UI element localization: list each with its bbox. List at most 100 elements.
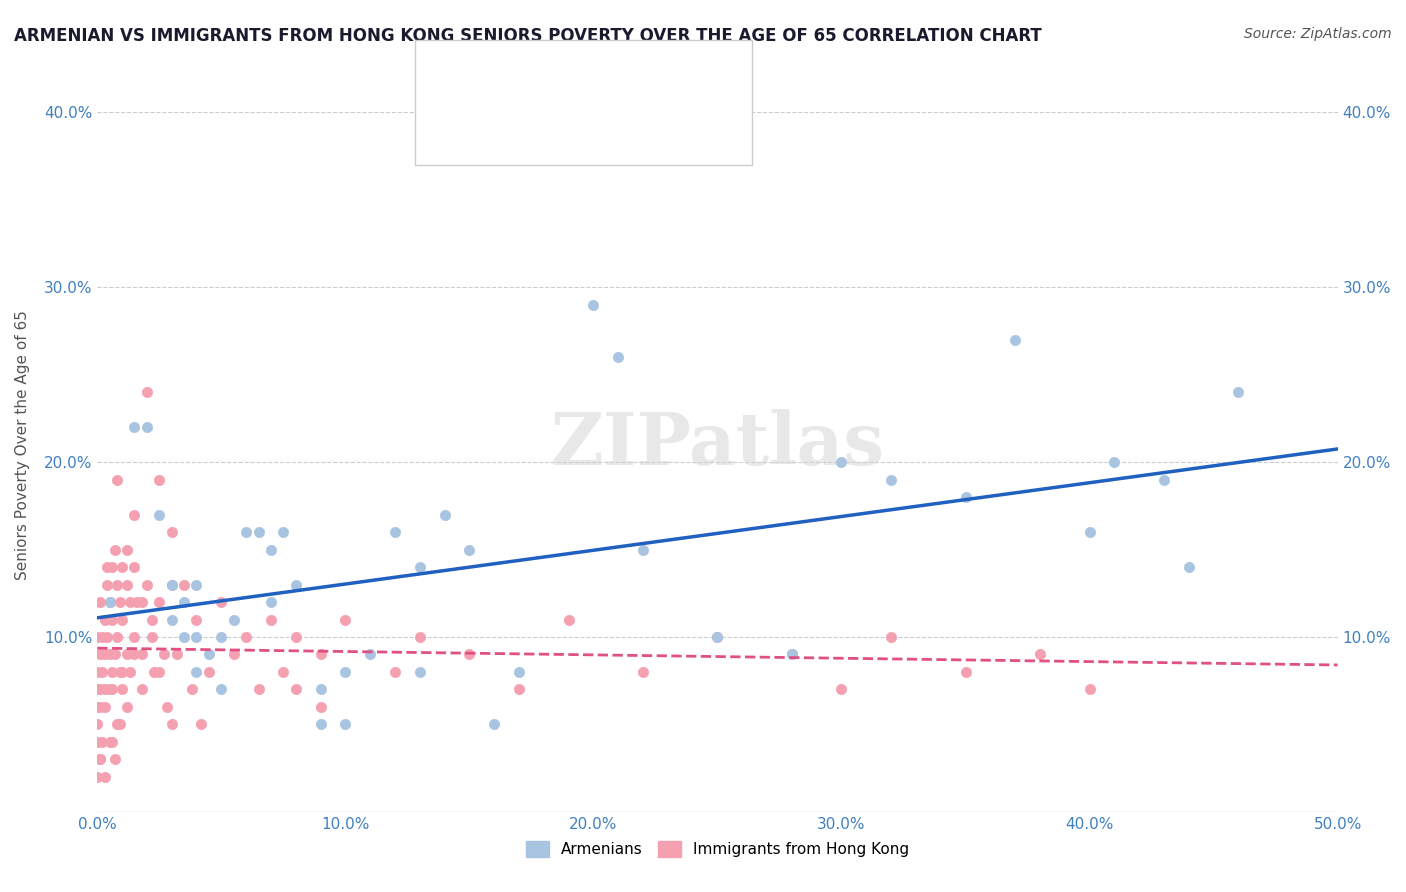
Point	[160, 613, 183, 627]
Point	[173, 595, 195, 609]
Point	[186, 613, 208, 627]
Point	[271, 524, 294, 539]
Point	[508, 682, 530, 697]
Point	[91, 735, 114, 749]
Point	[101, 682, 124, 697]
Point	[458, 542, 481, 557]
Point	[104, 648, 127, 662]
Point	[190, 717, 212, 731]
Point	[89, 682, 111, 697]
Legend: Armenians, Immigrants from Hong Kong: Armenians, Immigrants from Hong Kong	[520, 835, 915, 863]
Point	[86, 665, 108, 679]
Point	[141, 613, 163, 627]
Point	[135, 577, 157, 591]
Point	[111, 682, 134, 697]
Point	[115, 542, 138, 557]
Point	[180, 682, 202, 697]
Point	[135, 385, 157, 400]
Point	[384, 665, 406, 679]
Point	[93, 648, 115, 662]
Point	[105, 577, 128, 591]
Point	[104, 542, 127, 557]
Point	[93, 682, 115, 697]
Point	[96, 577, 118, 591]
Point	[108, 717, 131, 731]
Point	[153, 648, 176, 662]
Point	[198, 648, 221, 662]
Point	[235, 524, 257, 539]
Point	[955, 665, 977, 679]
Point	[89, 700, 111, 714]
Point	[271, 665, 294, 679]
Point	[131, 648, 153, 662]
Point	[830, 455, 852, 469]
Point	[458, 648, 481, 662]
Point	[198, 665, 221, 679]
Point	[780, 648, 803, 662]
Point	[98, 595, 121, 609]
Point	[359, 648, 381, 662]
Point	[101, 613, 124, 627]
Point	[173, 577, 195, 591]
Point	[101, 665, 124, 679]
Point	[98, 682, 121, 697]
Point	[260, 542, 283, 557]
Point	[1004, 333, 1026, 347]
Point	[156, 700, 179, 714]
Point	[124, 648, 146, 662]
Point	[607, 350, 630, 364]
Point	[108, 595, 131, 609]
Point	[284, 682, 307, 697]
Point	[631, 542, 654, 557]
Point	[880, 473, 903, 487]
Point	[98, 648, 121, 662]
Point	[335, 613, 357, 627]
Point	[105, 630, 128, 644]
Point	[309, 717, 332, 731]
Point	[143, 665, 166, 679]
Point	[148, 665, 170, 679]
Point	[209, 682, 232, 697]
Point	[433, 508, 456, 522]
Point	[148, 473, 170, 487]
Point	[1078, 524, 1101, 539]
Point	[118, 665, 141, 679]
Point	[222, 613, 245, 627]
Point	[309, 700, 332, 714]
Point	[115, 648, 138, 662]
Point	[309, 648, 332, 662]
Point	[108, 665, 131, 679]
Point	[124, 508, 146, 522]
Point	[335, 717, 357, 731]
Point	[135, 420, 157, 434]
Point	[86, 682, 108, 697]
Point	[631, 665, 654, 679]
Point	[111, 560, 134, 574]
Point	[124, 630, 146, 644]
Point	[247, 524, 270, 539]
Point	[173, 630, 195, 644]
Point	[880, 630, 903, 644]
Text: ZIPatlas: ZIPatlas	[550, 409, 884, 480]
Point	[186, 630, 208, 644]
Point	[96, 630, 118, 644]
Point	[335, 665, 357, 679]
Point	[160, 524, 183, 539]
Point	[309, 682, 332, 697]
Point	[105, 473, 128, 487]
Point	[96, 560, 118, 574]
Point	[235, 630, 257, 644]
Point	[1178, 560, 1201, 574]
Point	[86, 717, 108, 731]
Point	[131, 595, 153, 609]
Point	[160, 577, 183, 591]
Point	[86, 735, 108, 749]
Point	[284, 630, 307, 644]
Point	[1153, 473, 1175, 487]
Point	[91, 665, 114, 679]
Point	[115, 700, 138, 714]
Point	[160, 577, 183, 591]
Y-axis label: Seniors Poverty Over the Age of 65: Seniors Poverty Over the Age of 65	[15, 310, 30, 580]
Point	[105, 717, 128, 731]
Point	[98, 735, 121, 749]
